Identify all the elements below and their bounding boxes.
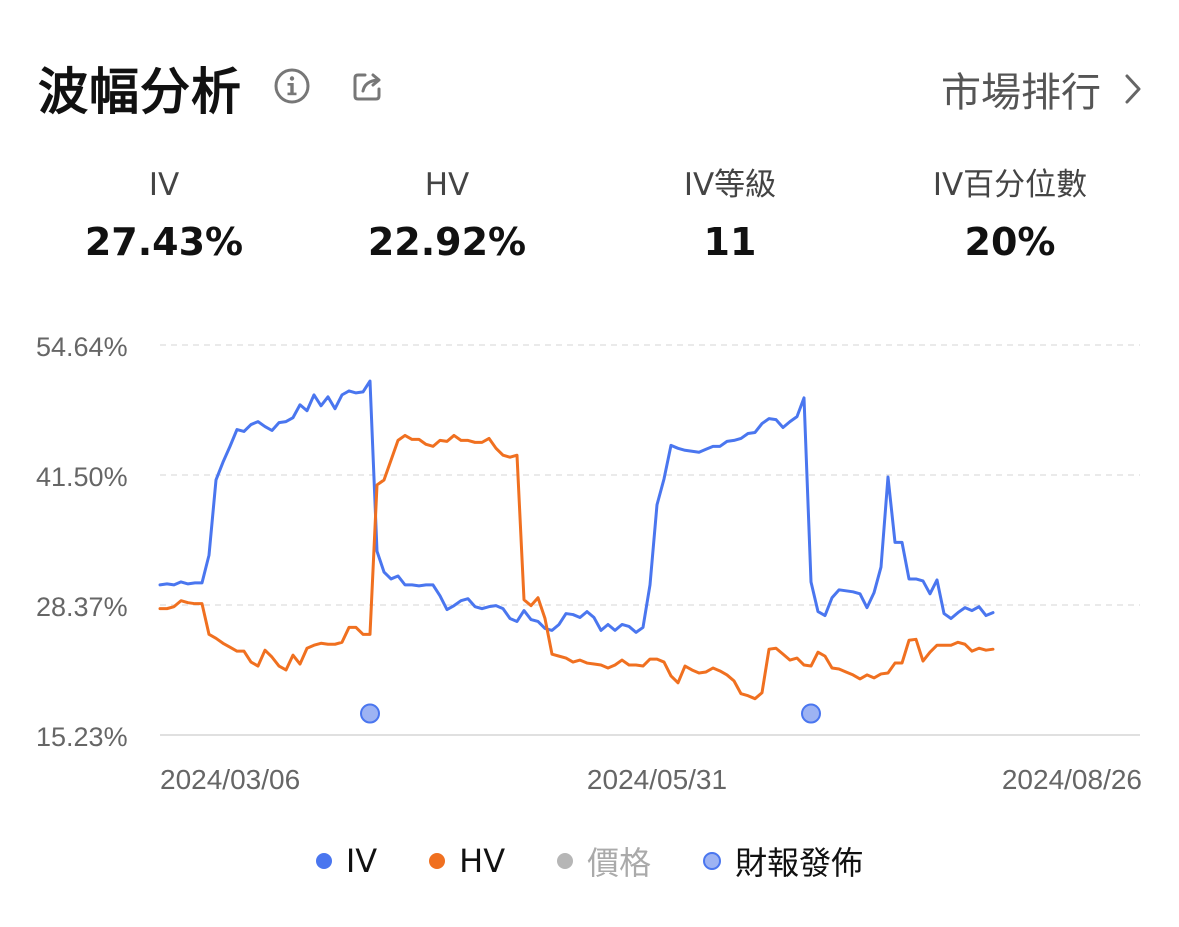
legend-dot-iv [315,853,332,869]
y-tick-label: 54.64% [36,332,128,362]
chevron-right-icon [1125,74,1141,104]
stat-value: 22.92% [367,220,527,264]
stat-value: 20% [964,220,1056,264]
legend-item-hv[interactable]: HV [429,838,505,884]
stat-iv-percentile: IV百分位數 20% [870,160,1150,264]
series-line-iv [158,379,995,634]
earnings-marker[interactable] [801,703,821,724]
stat-value: 27.43% [84,220,244,264]
legend-label: 財報發佈 [735,844,864,882]
y-tick-label: 41.50% [36,462,128,492]
market-ranking-link[interactable]: 市場排行 [941,60,1143,118]
header: 波幅分析 市場排行 [0,0,1179,170]
legend-dot-price [557,853,574,869]
y-tick-label: 15.23% [36,722,128,752]
x-tick-label: 2024/03/06 [160,764,300,795]
stat-iv: IV 27.43% [24,160,304,264]
info-icon[interactable] [272,66,312,106]
x-tick-label: 2024/08/26 [1002,764,1142,795]
x-tick-label: 2024/05/31 [587,764,727,795]
stat-hv: HV 22.92% [307,160,587,264]
stat-label: IV等級 [683,167,777,203]
volatility-chart[interactable]: 54.64% 41.50% 28.37% 15.23% 2024/03/06 2024/… [0,0,1179,810]
legend-label: HV [459,842,506,880]
legend-item-iv[interactable]: IV [315,838,378,884]
legend-dot-earnings [703,852,722,870]
market-ranking-label: 市場排行 [941,70,1101,116]
earnings-marker[interactable] [360,703,380,724]
y-tick-label: 28.37% [36,592,128,622]
page-title: 波幅分析 [38,63,242,121]
stat-label: IV [148,167,180,203]
chart-legend: IV HV 價格 財報發佈 [0,838,1179,884]
series-line-hv [158,433,995,701]
legend-label: 價格 [587,844,652,882]
legend-dot-hv [429,853,446,869]
share-icon[interactable] [348,66,388,106]
legend-label: IV [345,842,378,880]
legend-item-earnings[interactable]: 財報發佈 [703,838,863,884]
stat-label: HV [424,167,470,203]
stat-iv-rank: IV等級 11 [590,160,870,264]
legend-item-price[interactable]: 價格 [557,838,651,884]
stat-value: 11 [703,220,757,264]
stat-label: IV百分位數 [932,167,1088,203]
